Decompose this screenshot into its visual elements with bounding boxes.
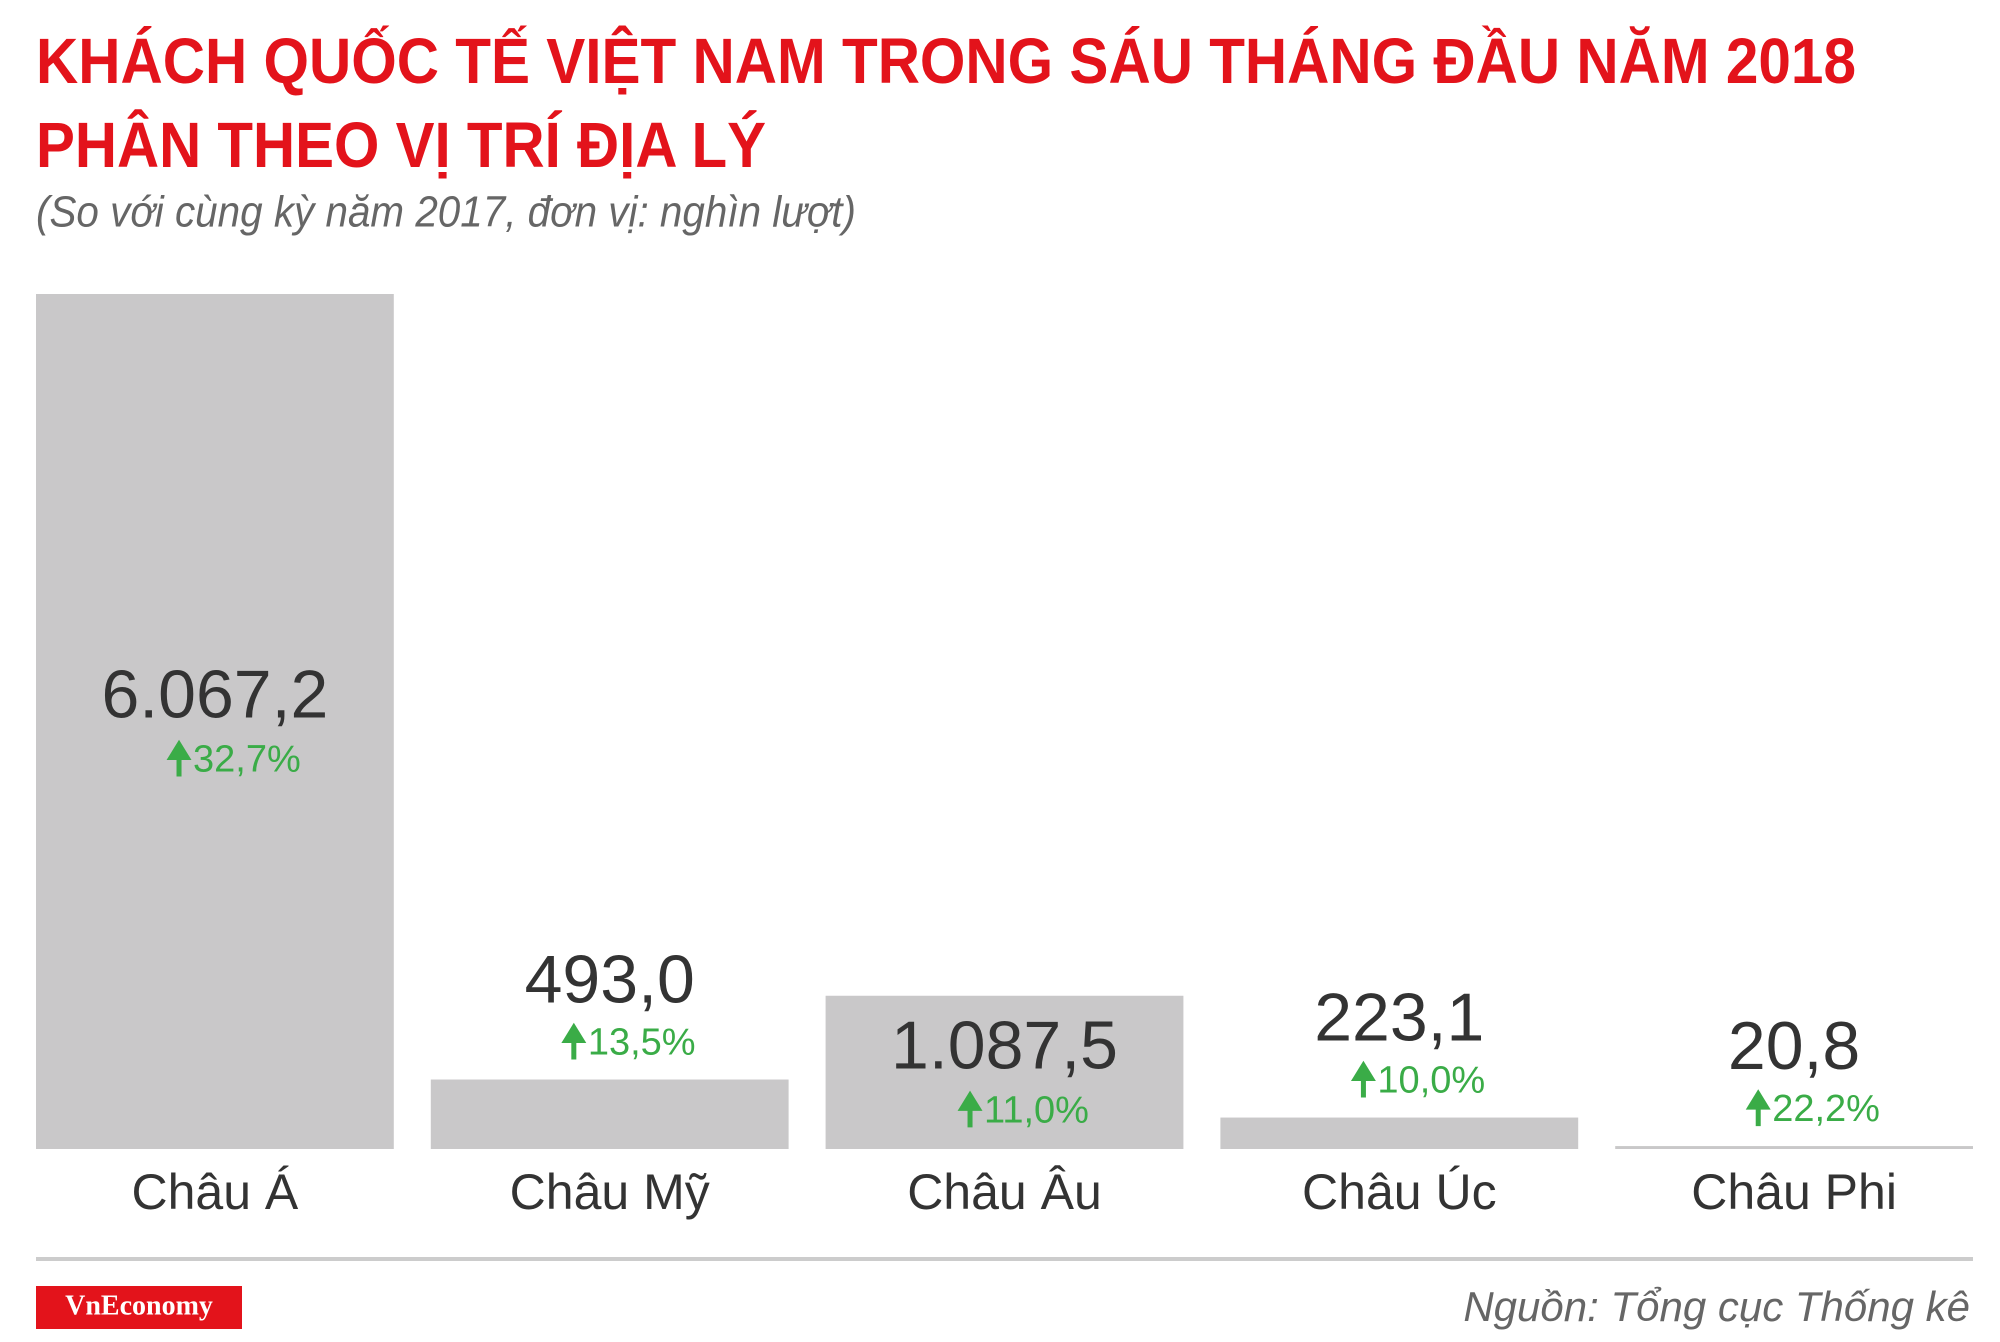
value-label: 223,1 xyxy=(1314,980,1484,1056)
up-arrow xyxy=(1745,1089,1771,1127)
change-label: 11,0% xyxy=(984,1089,1089,1131)
value-label: 493,0 xyxy=(525,941,695,1017)
brand: VnEconomy xyxy=(65,1290,213,1321)
bar xyxy=(1615,1146,1973,1149)
value-label: 20,8 xyxy=(1728,1008,1860,1084)
x-tick-label: Châu Phi xyxy=(1691,1164,1897,1220)
up-arrow xyxy=(957,1090,983,1128)
bar xyxy=(36,294,394,1149)
x-tick-label: Châu Úc xyxy=(1302,1164,1497,1220)
change-label: 13,5% xyxy=(588,1022,696,1064)
up-arrow xyxy=(561,1022,587,1060)
bar xyxy=(825,995,1184,1149)
x-tick-label: Châu Á xyxy=(132,1164,299,1220)
up-arrow xyxy=(166,739,192,777)
x-tick-label: Châu Âu xyxy=(907,1164,1102,1220)
bar xyxy=(430,1079,789,1149)
change-label: 10,0% xyxy=(1377,1060,1485,1102)
chart-title: PHÂN THEO VỊ TRÍ ĐỊA LÝ xyxy=(36,108,766,181)
up-arrow xyxy=(1350,1060,1376,1098)
x-tick-label: Châu Mỹ xyxy=(510,1164,710,1220)
brand-box xyxy=(36,1286,242,1329)
change-label: 22,2% xyxy=(1772,1088,1880,1130)
source: Nguồn: Tổng cục Thống kê xyxy=(1463,1283,1970,1330)
value-label: 1.087,5 xyxy=(891,1007,1118,1083)
bar xyxy=(1220,1117,1579,1149)
value-label: 6.067,2 xyxy=(101,656,328,732)
chart-title: KHÁCH QUỐC TẾ VIỆT NAM TRONG SÁU THÁNG Đ… xyxy=(36,24,1856,97)
chart-subtitle: (So với cùng kỳ năm 2017, đơn vị: nghìn … xyxy=(36,188,856,237)
change-label: 32,7% xyxy=(193,739,301,781)
